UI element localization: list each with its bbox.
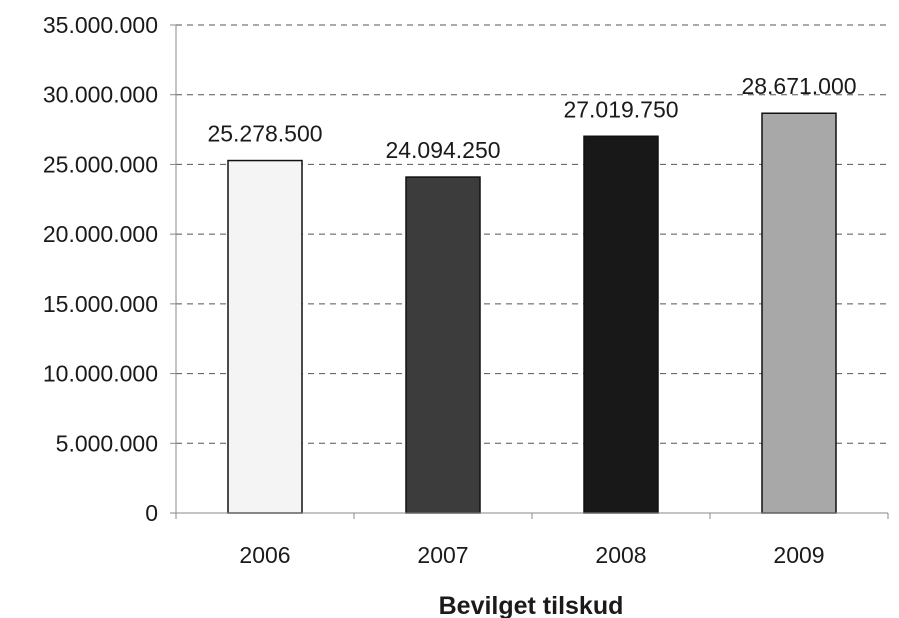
y-tick-label: 15.000.000: [43, 291, 158, 317]
gridlines: [176, 24, 888, 444]
y-tick-label: 0: [145, 500, 158, 526]
x-tick-label-2007: 2007: [417, 542, 468, 568]
x-axis-title: Bevilget tilskud: [439, 592, 624, 618]
x-tick-label-2006: 2006: [239, 542, 290, 568]
data-label-2007: 24.094.250: [385, 137, 500, 163]
y-tick-label: 5.000.000: [56, 430, 158, 456]
data-label-2006: 25.278.500: [207, 121, 322, 147]
x-tick-label-2008: 2008: [595, 542, 646, 568]
y-axis-ticks: 0 5.000.000 10.000.000 15.000.000 20.000.000…: [43, 12, 176, 526]
bars: [227, 112, 837, 514]
y-tick-label: 35.000.000: [43, 12, 158, 38]
data-label-2008: 27.019.750: [563, 96, 678, 122]
x-axis-ticks: 2006 2007 2008 2009: [175, 513, 889, 568]
y-tick-label: 25.000.000: [43, 151, 158, 177]
y-tick-label: 20.000.000: [43, 221, 158, 247]
data-label-2009: 28.671.000: [741, 73, 856, 99]
y-tick-label: 30.000.000: [43, 82, 158, 108]
x-tick-label-2009: 2009: [773, 542, 824, 568]
bar-2008: [583, 135, 659, 514]
y-tick-label: 10.000.000: [43, 361, 158, 387]
bar-2009: [761, 112, 837, 514]
data-labels: 25.278.500 24.094.250 27.019.750 28.671.000: [207, 73, 856, 163]
bar-2006: [227, 159, 303, 514]
bar-2007: [405, 176, 481, 514]
